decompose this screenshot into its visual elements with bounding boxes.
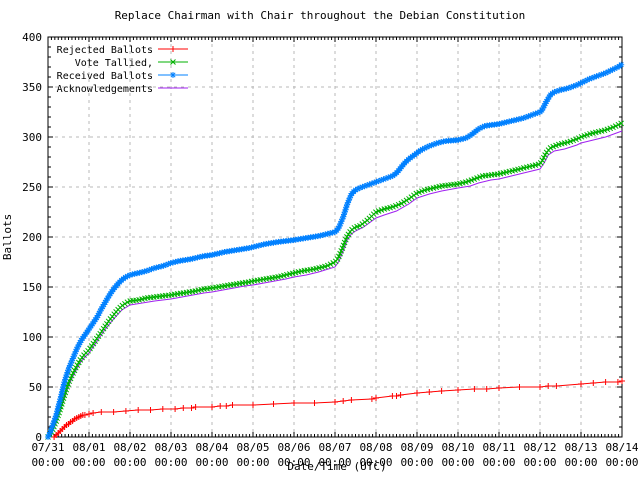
y-tick-label: 250 bbox=[22, 181, 42, 194]
y-tick-label: 50 bbox=[29, 381, 42, 394]
x-tick-date: 08/02 bbox=[113, 441, 146, 454]
x-tick-date: 08/05 bbox=[236, 441, 269, 454]
x-tick-date: 08/09 bbox=[400, 441, 433, 454]
x-tick-date: 08/13 bbox=[564, 441, 597, 454]
x-tick-date: 08/12 bbox=[523, 441, 556, 454]
x-tick-date: 08/11 bbox=[482, 441, 515, 454]
y-axis-label: Ballots bbox=[1, 214, 14, 260]
y-tick-label: 150 bbox=[22, 281, 42, 294]
x-tick-date: 08/10 bbox=[441, 441, 474, 454]
x-tick-time: 00:00 bbox=[605, 456, 638, 469]
x-tick-time: 00:00 bbox=[154, 456, 187, 469]
plot-border bbox=[47, 36, 623, 438]
x-tick-time: 00:00 bbox=[236, 456, 269, 469]
x-tick-time: 00:00 bbox=[277, 456, 310, 469]
y-tick-label: 300 bbox=[22, 131, 42, 144]
y-tick-label: 350 bbox=[22, 81, 42, 94]
legend: Rejected Ballots Vote Tallied, Received Ba… bbox=[57, 45, 188, 95]
x-tick-date: 08/06 bbox=[277, 441, 310, 454]
legend-marker-sample bbox=[170, 59, 176, 65]
x-tick-time: 00:00 bbox=[482, 456, 515, 469]
x-tick-date: 08/08 bbox=[359, 441, 392, 454]
legend-label: Received Ballots bbox=[57, 71, 153, 82]
y-tick-label: 100 bbox=[22, 331, 42, 344]
generated-chart-layers: 0 50 100 150 200 250 300 350 400 07/31 00:00 08/01 0… bbox=[22, 31, 639, 469]
series-markers bbox=[45, 120, 624, 440]
x-tick-time: 00:00 bbox=[318, 456, 351, 469]
y-tick-label: 0 bbox=[35, 431, 42, 444]
x-tick-date: 08/03 bbox=[154, 441, 187, 454]
legend-item-acknowledgements: Acknowledgements bbox=[57, 84, 188, 95]
x-tick-time: 00:00 bbox=[400, 456, 433, 469]
x-tick-time: 00:00 bbox=[564, 456, 597, 469]
legend-item-rejected-ballots: Rejected Ballots bbox=[57, 45, 188, 56]
x-tick-date: 08/07 bbox=[318, 441, 351, 454]
x-tick-date: 08/04 bbox=[195, 441, 228, 454]
x-tick-time: 00:00 bbox=[523, 456, 556, 469]
x-tick-date: 08/01 bbox=[72, 441, 105, 454]
legend-marker-sample bbox=[170, 46, 176, 52]
legend-marker-sample bbox=[170, 72, 176, 78]
x-tick-time: 00:00 bbox=[359, 456, 392, 469]
series-acknowledgements bbox=[47, 130, 623, 438]
chart-title: Replace Chairman with Chair throughout t… bbox=[115, 9, 526, 22]
legend-item-vote-tallied: Vote Tallied, bbox=[75, 58, 188, 69]
series-markers bbox=[45, 61, 625, 440]
x-axis-label: Date/Time (UTC) bbox=[287, 460, 386, 473]
legend-label: Acknowledgements bbox=[57, 84, 153, 95]
x-tick-time: 00:00 bbox=[72, 456, 105, 469]
legend-label: Rejected Ballots bbox=[57, 45, 153, 56]
x-tick-date: 08/14 bbox=[605, 441, 638, 454]
y-tick-label: 200 bbox=[22, 231, 42, 244]
x-tick-date: 07/31 bbox=[31, 441, 64, 454]
legend-label: Vote Tallied, bbox=[75, 58, 153, 69]
series-received-ballots bbox=[45, 61, 625, 440]
y-tick-label: 400 bbox=[22, 31, 42, 44]
tick-labels: 0 50 100 150 200 250 300 350 400 07/31 00:00 08/01 0… bbox=[22, 31, 639, 469]
legend-item-received-ballots: Received Ballots bbox=[57, 71, 188, 82]
gridlines bbox=[48, 37, 622, 437]
x-tick-time: 00:00 bbox=[113, 456, 146, 469]
x-tick-time: 00:00 bbox=[441, 456, 474, 469]
x-tick-time: 00:00 bbox=[31, 456, 64, 469]
series-vote-tallied bbox=[45, 120, 624, 440]
x-tick-time: 00:00 bbox=[195, 456, 228, 469]
